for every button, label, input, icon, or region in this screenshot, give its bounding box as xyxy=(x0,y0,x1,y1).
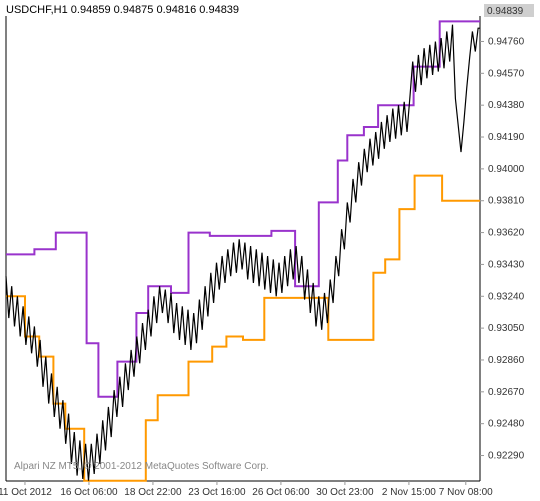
svg-text:0.94190: 0.94190 xyxy=(488,132,525,143)
chart-title: USDCHF,H1 0.94859 0.94875 0.94816 0.9483… xyxy=(6,4,239,16)
svg-text:23 Oct 16:00: 23 Oct 16:00 xyxy=(188,487,246,498)
svg-text:0.93430: 0.93430 xyxy=(488,259,525,270)
svg-text:0.93620: 0.93620 xyxy=(488,228,525,239)
ohlc-low: 0.94816 xyxy=(156,4,196,16)
chart-container: USDCHF,H1 0.94859 0.94875 0.94816 0.9483… xyxy=(0,0,540,501)
svg-text:0.94570: 0.94570 xyxy=(488,68,525,79)
ohlc-close: 0.94839 xyxy=(199,4,239,16)
svg-text:0.94760: 0.94760 xyxy=(488,36,525,47)
chart-svg[interactable]: 0.92290 0.92480 0.92670 0.92860 0.93050 0.932… xyxy=(0,0,540,501)
svg-text:30 Oct 23:00: 30 Oct 23:00 xyxy=(316,487,374,498)
svg-text:0.94380: 0.94380 xyxy=(488,100,525,111)
svg-text:0.92670: 0.92670 xyxy=(488,387,525,398)
svg-text:11 Oct 2012: 11 Oct 2012 xyxy=(0,487,52,498)
copyright-text: Alpari NZ MT5, © 2001-2012 MetaQuotes So… xyxy=(14,461,269,472)
svg-text:26 Oct 06:00: 26 Oct 06:00 xyxy=(252,487,310,498)
svg-text:16 Oct 06:00: 16 Oct 06:00 xyxy=(60,487,118,498)
svg-text:0.93810: 0.93810 xyxy=(488,196,525,207)
svg-text:0.92860: 0.92860 xyxy=(488,355,525,366)
svg-text:18 Oct 22:00: 18 Oct 22:00 xyxy=(124,487,182,498)
svg-text:0.94000: 0.94000 xyxy=(488,164,525,175)
svg-text:0.93240: 0.93240 xyxy=(488,291,525,302)
svg-text:0.93050: 0.93050 xyxy=(488,323,525,334)
ohlc-open: 0.94859 xyxy=(71,4,111,16)
ohlc-high: 0.94875 xyxy=(114,4,154,16)
svg-text:2 Nov 15:00: 2 Nov 15:00 xyxy=(382,487,436,498)
svg-text:0.92480: 0.92480 xyxy=(488,419,525,430)
svg-text:0.92290: 0.92290 xyxy=(488,451,525,462)
symbol-label: USDCHF,H1 xyxy=(6,4,68,16)
svg-text:7 Nov 08:00: 7 Nov 08:00 xyxy=(439,487,493,498)
svg-text:0.94839: 0.94839 xyxy=(487,6,524,17)
